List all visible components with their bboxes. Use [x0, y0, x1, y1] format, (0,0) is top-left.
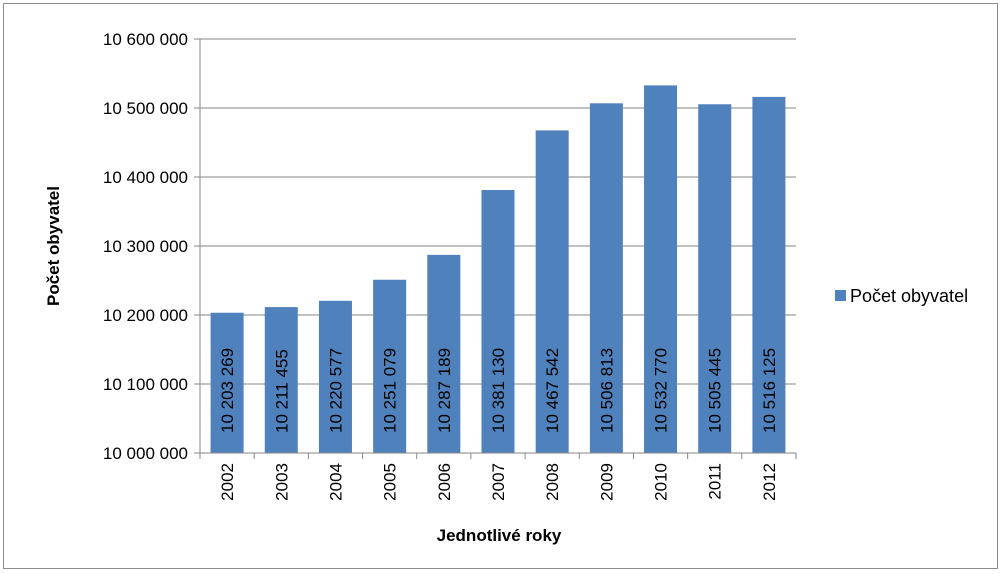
x-tick-label-2005: 2005	[381, 463, 400, 501]
bar-2012	[752, 96, 786, 453]
x-tick-label-2011: 2011	[706, 463, 725, 500]
x-tick-label-2002: 2002	[218, 463, 237, 501]
y-tick-label: 10 200 000	[103, 306, 188, 325]
y-axis-title: Počet obyvatel	[44, 186, 63, 306]
y-tick-labels: 10 000 000 10 100 000 10 200 000 10 300 000…	[103, 30, 188, 463]
legend-swatch	[835, 290, 846, 301]
data-label-2010: 10 532 770	[652, 348, 671, 433]
x-tick-label-2009: 2009	[597, 463, 616, 501]
data-label-2005: 10 251 079	[381, 348, 400, 433]
data-label-2004: 10 220 577	[326, 348, 345, 433]
data-label-2012: 10 516 125	[760, 348, 779, 433]
legend-label: Počet obyvatel	[850, 286, 968, 306]
x-tick-label-2003: 2003	[272, 463, 291, 501]
y-tick-label: 10 500 000	[103, 99, 188, 118]
bar-2010	[644, 85, 678, 453]
data-label-2006: 10 287 189	[435, 348, 454, 433]
data-labels: 10 203 269 10 211 455 10 220 577 10 251 079…	[218, 348, 779, 433]
bar-2008	[535, 130, 569, 453]
x-tick-label-2006: 2006	[435, 463, 454, 501]
bar-2005	[373, 279, 407, 453]
bar-2011	[698, 104, 732, 453]
bars	[210, 85, 786, 454]
y-tick-label: 10 600 000	[103, 30, 188, 49]
data-label-2007: 10 381 130	[489, 348, 508, 433]
axes	[199, 39, 797, 459]
x-tick-labels: 2002 2003 2004 2005 2006 2007 2008 2009 2010 2011…	[218, 463, 779, 501]
legend: Počet obyvatel	[835, 286, 968, 306]
y-tick-label: 10 000 000	[103, 444, 188, 463]
y-tick-label: 10 100 000	[103, 375, 188, 394]
x-tick-label-2004: 2004	[326, 463, 345, 501]
bar-2003	[264, 307, 298, 453]
x-axis-title: Jednotlivé roky	[437, 526, 562, 545]
data-label-2002: 10 203 269	[218, 348, 237, 433]
data-label-2003: 10 211 455	[272, 349, 291, 433]
bar-2009	[589, 103, 623, 454]
bar-2004	[318, 300, 352, 453]
y-tick-label: 10 400 000	[103, 168, 188, 187]
bar-2006	[427, 254, 461, 453]
x-tick-label-2010: 2010	[652, 463, 671, 501]
x-tick-label-2012: 2012	[760, 463, 779, 501]
x-tick-label-2007: 2007	[489, 463, 508, 501]
data-label-2011: 10 505 445	[706, 348, 725, 433]
x-tick-label-2008: 2008	[543, 463, 562, 501]
bar-2007	[481, 190, 515, 453]
data-label-2009: 10 506 813	[597, 348, 616, 433]
bar-2002	[210, 312, 244, 453]
y-tick-label: 10 300 000	[103, 237, 188, 256]
data-label-2008: 10 467 542	[543, 348, 562, 433]
